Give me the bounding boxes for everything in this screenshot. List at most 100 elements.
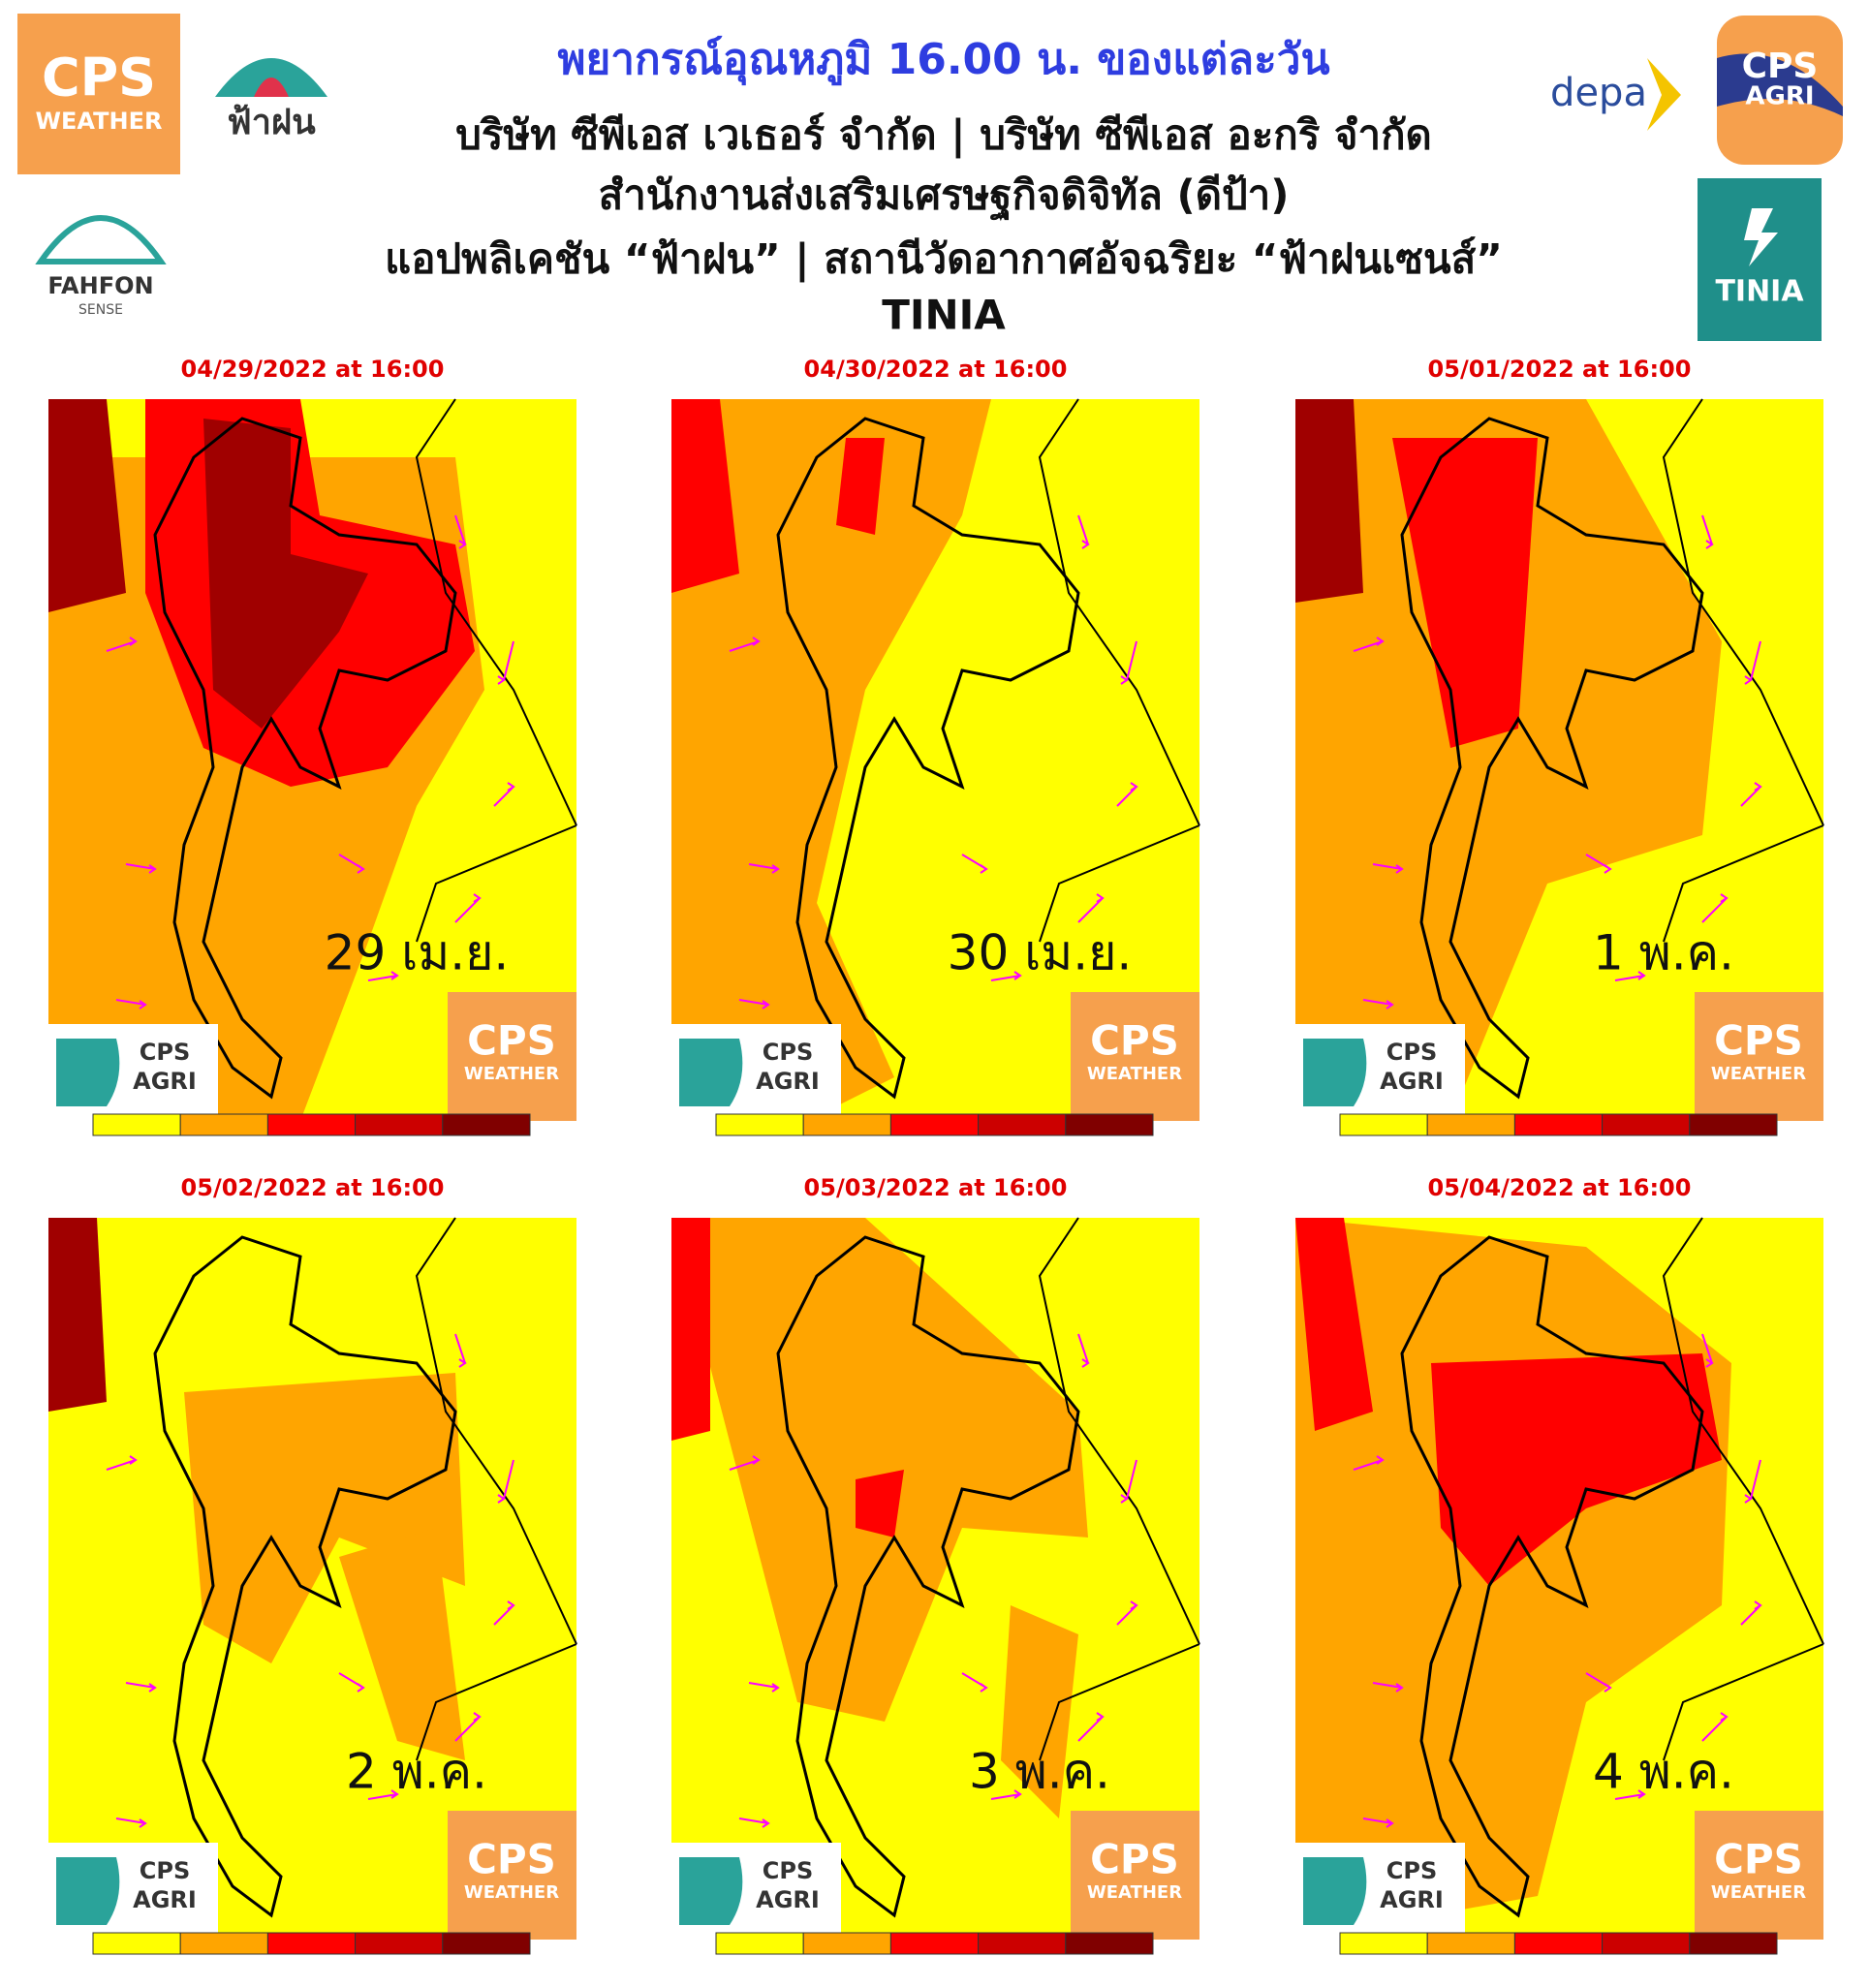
wind-arrow bbox=[125, 863, 157, 874]
logo-text: WEATHER bbox=[1711, 1064, 1806, 1084]
colorbar-swatch bbox=[802, 1932, 891, 1955]
logo-text: CPS bbox=[1714, 1017, 1803, 1065]
wind-arrow bbox=[1362, 1817, 1394, 1828]
colorbar-swatch bbox=[889, 1932, 980, 1955]
cps-agri-badge-icon bbox=[1303, 1857, 1367, 1925]
colorbar-swatch bbox=[1339, 1113, 1428, 1136]
colorbar-swatch bbox=[442, 1113, 531, 1136]
logo-text: CPS bbox=[1714, 1836, 1803, 1883]
wind-arrow bbox=[1744, 640, 1761, 685]
temperature-area bbox=[184, 1373, 465, 1663]
temperature-area bbox=[203, 419, 368, 729]
wind-arrow bbox=[1120, 1459, 1137, 1504]
wind-arrow bbox=[367, 971, 399, 981]
fahfon-sense-icon bbox=[35, 215, 167, 264]
wind-arrow bbox=[1614, 1789, 1646, 1800]
colorbar-swatch bbox=[1426, 1932, 1515, 1955]
logo-text: CPS bbox=[1386, 1857, 1438, 1884]
wind-arrow bbox=[115, 999, 147, 1010]
coastline bbox=[1662, 1217, 1824, 1761]
cps-agri-badge-icon bbox=[56, 1857, 120, 1925]
colorbar-swatch bbox=[1513, 1932, 1604, 1955]
logo-text: WEATHER bbox=[36, 108, 163, 135]
wind-arrow bbox=[1353, 637, 1385, 652]
wind-arrow bbox=[1116, 782, 1138, 807]
wind-arrow bbox=[497, 640, 514, 685]
colorbar-swatch bbox=[978, 1113, 1067, 1136]
wind-arrow bbox=[1740, 1600, 1762, 1626]
country-outline bbox=[153, 1235, 457, 1918]
logo-text: depa bbox=[1550, 71, 1647, 115]
temperature-area bbox=[339, 1528, 465, 1760]
logo-text: CPS bbox=[467, 1836, 556, 1883]
logo-text: AGRI bbox=[1380, 1068, 1444, 1095]
logo-text: FAHFON bbox=[47, 272, 153, 299]
wind-arrow bbox=[493, 1600, 515, 1626]
cps-agri-icon bbox=[1717, 53, 1843, 116]
temperature-area bbox=[48, 399, 126, 612]
wind-arrow bbox=[454, 893, 482, 923]
subtitle: แอปพลิเคชัน “ฟ้าฝน” | สถานีวัดอากาศอัจฉร… bbox=[385, 235, 1503, 283]
subtitle: สำนักงานส่งเสริมเศรษฐกิจดิจิทัล (ดีป้า) bbox=[599, 171, 1290, 222]
colorbar-swatch bbox=[179, 1932, 268, 1955]
day-label: 4 พ.ค. bbox=[1593, 1744, 1734, 1800]
temperature-area bbox=[671, 1218, 710, 1441]
wind-arrow bbox=[738, 999, 770, 1010]
wind-arrow bbox=[1077, 1333, 1090, 1368]
wind-arrow bbox=[493, 782, 515, 807]
logo-text: CPS bbox=[42, 47, 156, 109]
day-label: 2 พ.ค. bbox=[346, 1744, 487, 1800]
temperature-area bbox=[1431, 1353, 1722, 1586]
colorbar-swatch bbox=[266, 1113, 357, 1136]
colorbar-swatch bbox=[802, 1113, 891, 1136]
wind-arrow bbox=[454, 514, 467, 549]
logo-text: TINIA bbox=[1715, 275, 1804, 309]
wind-arrow bbox=[1077, 1712, 1105, 1742]
temperature-area bbox=[671, 399, 991, 1121]
title: พยากรณ์อุณหภูมิ 16.00 น. ของแต่ละวัน bbox=[557, 35, 1329, 86]
colorbar-swatch bbox=[1065, 1932, 1154, 1955]
wind-arrow bbox=[1614, 971, 1646, 981]
day-label: 30 เม.ย. bbox=[948, 925, 1133, 981]
wind-arrow bbox=[1701, 1333, 1714, 1368]
cps-weather-badge bbox=[448, 1811, 576, 1940]
colorbar-swatch bbox=[266, 1932, 357, 1955]
wind-arrow bbox=[454, 1712, 482, 1742]
temperature-area bbox=[671, 399, 739, 593]
temperature-area bbox=[1001, 1605, 1078, 1818]
colorbar-swatch bbox=[92, 1113, 181, 1136]
colorbar-swatch bbox=[1426, 1113, 1515, 1136]
wind-arrow bbox=[1353, 1455, 1385, 1471]
logo-text: ฟ้าฝน bbox=[227, 103, 316, 142]
wind-arrow bbox=[1120, 640, 1137, 685]
colorbar-swatch bbox=[715, 1113, 804, 1136]
wind-arrow bbox=[1077, 893, 1105, 923]
logo-text: WEATHER bbox=[1087, 1064, 1182, 1084]
wind-arrow bbox=[1744, 1459, 1761, 1504]
panel-date: 04/30/2022 at 16:00 bbox=[804, 356, 1068, 383]
temperature-area bbox=[1295, 1218, 1373, 1431]
country-outline bbox=[1400, 417, 1704, 1100]
panel-date: 05/01/2022 at 16:00 bbox=[1428, 356, 1692, 383]
colorbar-swatch bbox=[1602, 1113, 1691, 1136]
logo-text: CPS bbox=[763, 1857, 814, 1884]
cps-weather-badge bbox=[1695, 992, 1823, 1121]
colorbar-swatch bbox=[1602, 1932, 1691, 1955]
tinia-logo bbox=[1698, 178, 1822, 341]
colorbar-swatch bbox=[355, 1113, 444, 1136]
temperature-area bbox=[1295, 399, 1722, 1121]
temperature-area bbox=[856, 1470, 904, 1538]
logo-text: AGRI bbox=[756, 1068, 820, 1095]
day-label: 29 เม.ย. bbox=[325, 925, 510, 981]
cps-weather-logo bbox=[17, 14, 180, 174]
wind-arrow bbox=[367, 1789, 399, 1800]
colorbar-swatch bbox=[978, 1932, 1067, 1955]
logo-text: CPS bbox=[763, 1039, 814, 1066]
cps-agri-badge-icon bbox=[679, 1857, 743, 1925]
temperature-area bbox=[1295, 399, 1363, 603]
wind-arrow bbox=[1701, 514, 1714, 549]
wind-arrow bbox=[729, 637, 761, 652]
logo-text: WEATHER bbox=[1087, 1882, 1182, 1903]
wind-arrow bbox=[748, 1682, 780, 1693]
